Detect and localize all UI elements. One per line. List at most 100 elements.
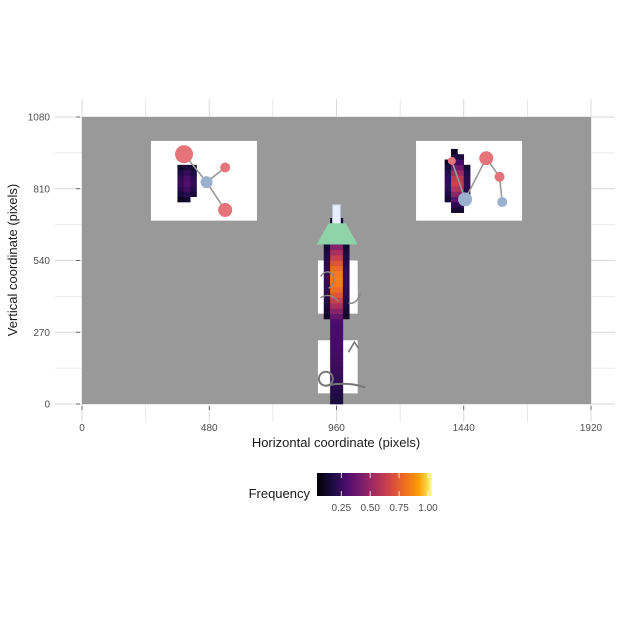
heat-cell	[330, 388, 337, 394]
heat-cell	[330, 361, 337, 368]
heat-cell	[336, 308, 344, 314]
top-figure-drawing	[320, 271, 362, 304]
heat-cell	[323, 297, 331, 304]
molecule-atom	[497, 197, 508, 208]
heat-cell	[463, 175, 471, 182]
y-axis-title: Vertical coordinate (pixels)	[5, 184, 20, 336]
heat-cell	[336, 244, 344, 251]
molecule-bond	[464, 157, 487, 200]
heat-cell	[323, 287, 331, 293]
heat-cell	[336, 292, 344, 299]
molecule-atom	[175, 145, 194, 164]
bottom-figure-drawing	[317, 340, 366, 389]
x-tick-label: 480	[201, 423, 218, 434]
heat-cell	[330, 249, 337, 256]
heat-cell	[330, 345, 337, 352]
heat-cell	[190, 170, 197, 176]
heat-cell	[183, 175, 191, 182]
heat-cell	[342, 271, 350, 277]
heat-cell	[336, 388, 344, 394]
heat-cell	[323, 249, 331, 256]
heat-cell	[457, 207, 465, 213]
heat-cell	[190, 175, 197, 182]
heat-cell	[342, 308, 350, 314]
heat-cell	[323, 255, 331, 261]
heat-cell	[177, 186, 185, 192]
heat-cell	[177, 175, 185, 182]
heat-cell	[190, 180, 197, 187]
heat-cell	[330, 382, 337, 389]
heat-cell	[463, 186, 471, 192]
heat-cell	[336, 324, 344, 330]
heat-cell	[336, 350, 344, 357]
heat-cell	[444, 196, 452, 203]
heat-cell	[336, 366, 344, 373]
heat-cell	[330, 329, 337, 336]
heat-cell	[336, 271, 344, 277]
heat-cell	[444, 170, 452, 176]
legend-tick-label: 0.50	[360, 503, 380, 514]
heat-cell	[330, 318, 337, 325]
x-tick-label: 0	[79, 423, 85, 434]
figure-stroke	[348, 292, 362, 304]
heat-cell	[342, 260, 350, 267]
heat-cell	[457, 175, 465, 182]
heat-cell	[330, 292, 337, 299]
heat-cell	[330, 303, 337, 309]
heat-cell	[323, 303, 331, 309]
molecule-atom	[447, 156, 456, 165]
heat-cell	[336, 276, 344, 283]
heat-cell	[451, 207, 458, 213]
heat-cell	[330, 356, 337, 362]
heat-cell	[183, 186, 191, 192]
heat-cell	[451, 170, 458, 176]
heat-cell	[336, 340, 344, 346]
legend-tick-label: 0.25	[332, 503, 352, 514]
heat-cell	[463, 170, 471, 176]
right-molecule-drawing	[447, 151, 508, 208]
heat-cell	[336, 382, 344, 389]
heat-cell	[336, 303, 344, 309]
heat-cell	[330, 398, 337, 405]
heat-cell	[336, 249, 344, 256]
heat-cell	[183, 164, 191, 171]
heat-cell	[457, 180, 465, 187]
legend-ticks: 0.25 0.50 0.75 1.00	[332, 473, 438, 514]
legend-tick-label: 1.00	[418, 503, 438, 514]
heat-cell	[451, 202, 458, 208]
figure-stroke	[320, 271, 335, 290]
heat-cell	[336, 361, 344, 368]
heat-cell	[330, 244, 337, 251]
heat-cell	[336, 334, 344, 341]
heat-cell	[183, 170, 191, 176]
heat-cell	[183, 191, 191, 198]
heat-cell	[330, 265, 337, 272]
heat-cell	[457, 159, 465, 166]
heat-cell	[451, 186, 458, 192]
heat-cell	[336, 297, 344, 304]
x-axis-title: Horizontal coordinate (pixels)	[252, 435, 420, 450]
y-tick-label: 810	[33, 184, 50, 195]
heat-cell	[336, 345, 344, 352]
heat-cell	[336, 318, 344, 325]
heat-cell	[330, 308, 337, 314]
heat-cell	[330, 334, 337, 341]
figure-stroke	[327, 382, 366, 389]
molecule-atom	[220, 162, 231, 173]
heat-cell	[323, 308, 331, 314]
heat-cell	[330, 393, 337, 399]
heat-cell	[177, 196, 185, 203]
bottle-drawing	[316, 204, 358, 245]
heat-cell	[183, 180, 191, 187]
legend-tick-label: 0.75	[389, 503, 409, 514]
heat-cell	[342, 255, 350, 261]
heat-cell	[323, 244, 331, 251]
y-tick-label: 0	[44, 400, 50, 411]
molecule-atom	[458, 192, 473, 207]
molecule-atom	[494, 171, 505, 182]
heat-cell	[323, 281, 331, 288]
heat-cell	[342, 287, 350, 293]
heat-cell	[336, 393, 344, 399]
heat-cell	[330, 350, 337, 357]
